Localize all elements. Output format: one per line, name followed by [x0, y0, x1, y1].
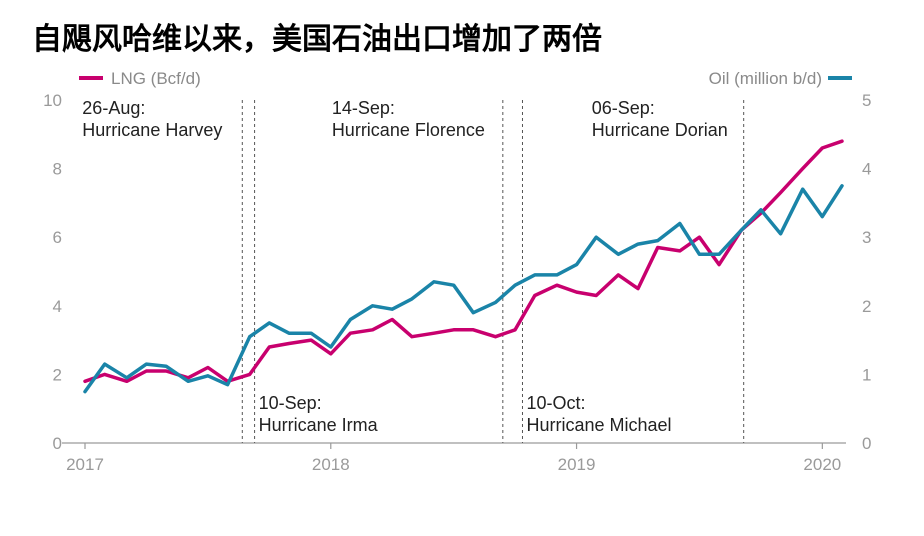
event-date-label: 06-Sep:	[592, 98, 655, 118]
event-date-label: 14-Sep:	[332, 98, 395, 118]
y-left-tick-label: 2	[53, 365, 62, 384]
y-right-tick-label: 4	[862, 160, 871, 179]
x-tick-label: 2017	[66, 455, 104, 474]
event-name-label: Hurricane Florence	[332, 120, 485, 140]
event-date-label: 10-Oct:	[526, 393, 585, 413]
event-name-label: Hurricane Dorian	[592, 120, 728, 140]
y-left-tick-label: 4	[53, 297, 62, 316]
event-name-label: Hurricane Michael	[526, 415, 671, 435]
y-right-tick-label: 3	[862, 228, 871, 247]
y-right-tick-label: 2	[862, 297, 871, 316]
y-left-tick-label: 6	[53, 228, 62, 247]
chart-title: 自飓风哈维以来，美国石油出口增加了两倍	[32, 22, 602, 57]
y-left-tick-label: 8	[53, 160, 62, 179]
x-tick-label: 2020	[803, 455, 841, 474]
y-left-tick-label: 10	[43, 91, 62, 110]
x-tick-label: 2019	[558, 455, 596, 474]
y-right-tick-label: 0	[862, 434, 871, 453]
y-right-tick-label: 1	[862, 365, 871, 384]
y-right-tick-label: 5	[862, 91, 871, 110]
lng-series-line	[83, 139, 844, 384]
legend-oil-label: Oil (million b/d)	[709, 69, 822, 88]
event-date-label: 26-Aug:	[82, 98, 145, 118]
x-tick-label: 2018	[312, 455, 350, 474]
event-date-label: 10-Sep:	[259, 393, 322, 413]
event-name-label: Hurricane Irma	[259, 415, 379, 435]
event-name-label: Hurricane Harvey	[82, 120, 222, 140]
y-left-tick-label: 0	[53, 434, 62, 453]
legend-lng-label: LNG (Bcf/d)	[111, 69, 201, 88]
oil-series-line	[83, 184, 844, 394]
